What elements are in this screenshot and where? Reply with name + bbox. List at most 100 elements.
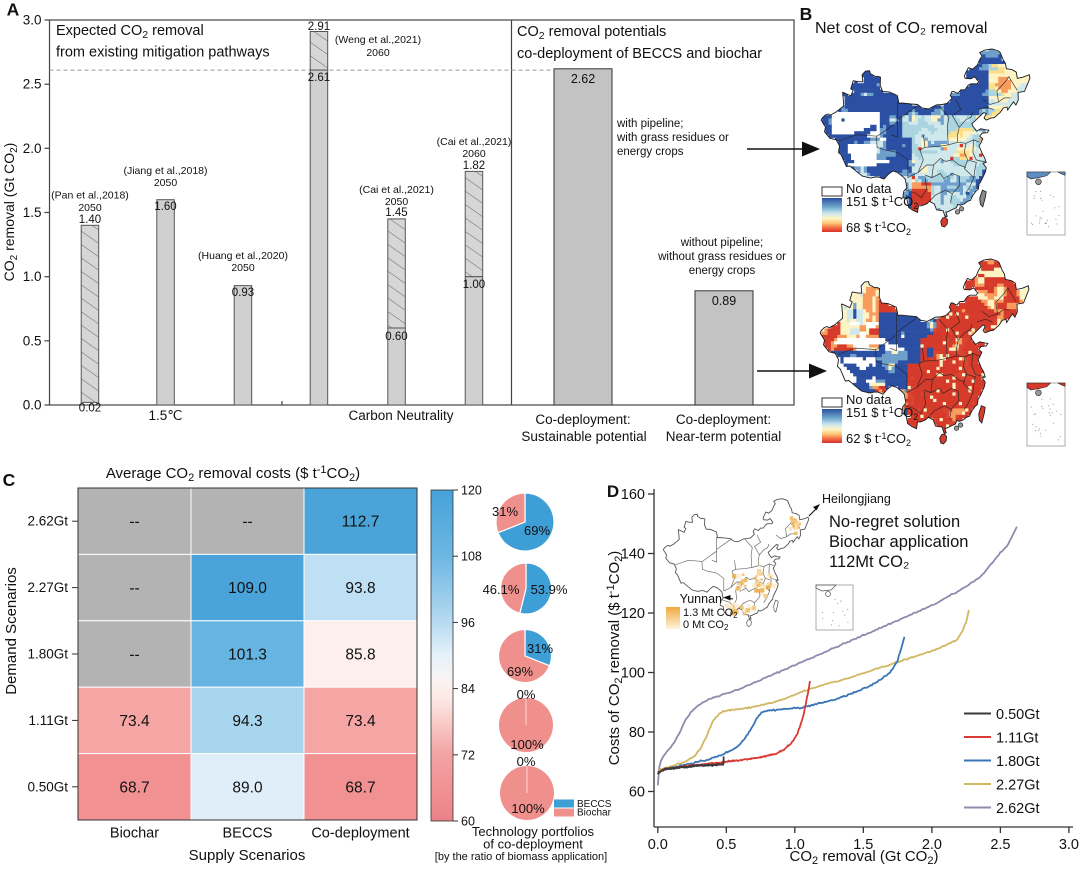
svg-text:No data: No data	[846, 392, 892, 407]
svg-text:Biochar: Biochar	[110, 826, 159, 842]
svg-text:BECCS: BECCS	[223, 826, 273, 842]
svg-text:of co-deployment: of co-deployment	[483, 837, 583, 852]
svg-text:60: 60	[629, 785, 645, 801]
svg-text:96: 96	[461, 616, 475, 630]
svg-text:1.11Gt: 1.11Gt	[996, 731, 1038, 747]
svg-text:1.80Gt: 1.80Gt	[27, 647, 68, 662]
svg-text:Biochar application: Biochar application	[829, 533, 968, 551]
svg-text:2060: 2060	[462, 148, 486, 160]
svg-text:--: --	[129, 647, 139, 664]
svg-text:2.0: 2.0	[23, 141, 42, 156]
svg-text:2.61: 2.61	[308, 72, 330, 84]
svg-text:No data: No data	[846, 181, 892, 196]
svg-text:53.9%: 53.9%	[531, 582, 568, 597]
svg-text:1.0: 1.0	[23, 269, 42, 284]
svg-text:energy crops: energy crops	[689, 265, 756, 277]
svg-text:Co-deployment: Co-deployment	[311, 826, 409, 842]
svg-text:0.93: 0.93	[232, 287, 254, 299]
svg-text:112.7: 112.7	[342, 514, 380, 531]
svg-text:0.60: 0.60	[385, 331, 407, 343]
svg-text:2.5: 2.5	[23, 77, 42, 92]
svg-text:with pipeline;: with pipeline;	[616, 118, 683, 130]
svg-text:Co-deployment:: Co-deployment:	[676, 412, 771, 427]
svg-text:100: 100	[621, 666, 645, 682]
svg-text:2050: 2050	[78, 202, 102, 214]
svg-text:(Huang et al.,2020): (Huang et al.,2020)	[198, 250, 288, 262]
svg-text:0.02: 0.02	[79, 403, 101, 415]
svg-text:140: 140	[621, 547, 645, 563]
svg-text:0 Mt CO2: 0 Mt CO2	[683, 619, 729, 632]
svg-text:No-regret solution: No-regret solution	[829, 513, 960, 531]
svg-text:CO2 removal (Gt CO2): CO2 removal (Gt CO2)	[790, 848, 939, 867]
svg-text:0%: 0%	[517, 687, 536, 702]
svg-text:(Weng et al.,2021): (Weng et al.,2021)	[335, 34, 421, 46]
svg-text:68.7: 68.7	[345, 779, 375, 796]
svg-text:62 $ t-1CO2: 62 $ t-1CO2	[846, 431, 911, 448]
svg-text:60: 60	[461, 815, 475, 829]
svg-text:72: 72	[461, 748, 475, 762]
svg-text:1.5: 1.5	[23, 205, 42, 220]
svg-text:46.1%: 46.1%	[483, 582, 520, 597]
svg-text:without grass residues or: without grass residues or	[657, 251, 786, 263]
svg-text:co-deployment of BECCS and bio: co-deployment of BECCS and biochar	[517, 46, 762, 62]
svg-text:B: B	[800, 4, 813, 24]
svg-text:109.0: 109.0	[228, 580, 267, 597]
svg-text:3.0: 3.0	[1059, 837, 1079, 853]
svg-text:0.5: 0.5	[716, 837, 736, 853]
svg-text:69%: 69%	[507, 664, 533, 679]
svg-text:160: 160	[621, 487, 645, 503]
svg-text:energy crops: energy crops	[617, 146, 684, 158]
svg-text:1.80Gt: 1.80Gt	[996, 754, 1040, 770]
svg-text:D: D	[607, 482, 619, 501]
svg-text:0.0: 0.0	[23, 398, 42, 413]
svg-text:BECCS: BECCS	[577, 799, 612, 810]
svg-text:108: 108	[461, 550, 482, 564]
svg-text:120: 120	[461, 484, 482, 498]
svg-text:2.91: 2.91	[308, 21, 330, 33]
svg-text:0.50Gt: 0.50Gt	[27, 779, 68, 794]
svg-text:2060: 2060	[366, 47, 390, 59]
svg-text:68 $ t-1CO2: 68 $ t-1CO2	[846, 220, 911, 237]
svg-text:100%: 100%	[511, 801, 545, 816]
svg-text:31%: 31%	[492, 504, 518, 519]
svg-text:--: --	[242, 514, 252, 531]
svg-text:with grass residues or: with grass residues or	[616, 132, 729, 144]
svg-text:80: 80	[629, 725, 645, 741]
svg-text:Costs of CO2 removal ($ t-1CO2: Costs of CO2 removal ($ t-1CO2)	[605, 551, 625, 766]
svg-text:1.5℃: 1.5℃	[149, 408, 183, 423]
svg-text:Heilongjiang: Heilongjiang	[822, 492, 891, 506]
svg-text:2.62Gt: 2.62Gt	[27, 514, 68, 529]
svg-text:68.7: 68.7	[119, 779, 149, 796]
svg-text:CO2 removal (Gt CO2): CO2 removal (Gt CO2)	[1, 143, 20, 282]
svg-text:3.0: 3.0	[23, 13, 42, 28]
svg-text:(Pan et al.,2018): (Pan et al.,2018)	[51, 190, 129, 202]
svg-text:Near-term potential: Near-term potential	[666, 429, 782, 444]
svg-text:0.50Gt: 0.50Gt	[996, 707, 1040, 723]
svg-text:Carbon Neutrality: Carbon Neutrality	[348, 408, 453, 423]
svg-text:Co-deployment:: Co-deployment:	[535, 412, 630, 427]
svg-text:85.8: 85.8	[345, 647, 375, 664]
svg-text:1.45: 1.45	[385, 207, 407, 219]
svg-text:93.8: 93.8	[345, 580, 375, 597]
svg-text:0.0: 0.0	[648, 837, 668, 853]
svg-text:1.5: 1.5	[853, 837, 873, 853]
svg-text:Net cost of CO₂ removal: Net cost of CO₂ removal	[815, 20, 987, 37]
svg-text:2.5: 2.5	[990, 837, 1010, 853]
svg-text:0%: 0%	[517, 754, 536, 769]
svg-text:1.0: 1.0	[785, 837, 805, 853]
svg-text:Yunnan: Yunnan	[680, 592, 722, 606]
svg-text:(Cai et al.,2021): (Cai et al.,2021)	[437, 136, 512, 148]
svg-text:1.3 Mt CO2: 1.3 Mt CO2	[683, 607, 738, 620]
svg-text:--: --	[129, 514, 139, 531]
svg-text:2050: 2050	[231, 262, 255, 274]
svg-text:151 $ t-1CO2: 151 $ t-1CO2	[846, 194, 918, 211]
svg-text:2050: 2050	[154, 177, 178, 189]
svg-text:69%: 69%	[524, 523, 550, 538]
svg-text:120: 120	[621, 606, 645, 622]
svg-text:84: 84	[461, 682, 475, 696]
svg-text:2.0: 2.0	[922, 837, 942, 853]
svg-text:2.62Gt: 2.62Gt	[996, 801, 1040, 817]
svg-text:151 $ t-1CO2: 151 $ t-1CO2	[846, 405, 918, 422]
svg-text:Supply Scenarios: Supply Scenarios	[189, 847, 306, 864]
svg-text:31%: 31%	[527, 641, 553, 656]
